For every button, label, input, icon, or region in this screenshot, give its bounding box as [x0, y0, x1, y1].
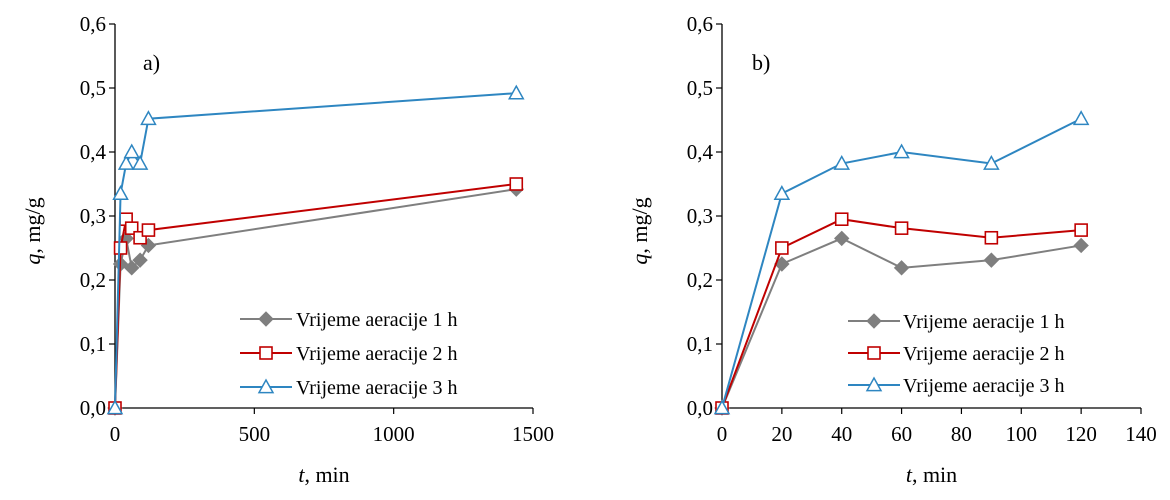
data-point-square: [894, 221, 909, 235]
legend-marker-triangle: [865, 376, 883, 392]
x-axis-label-unit: , min: [304, 462, 349, 487]
y-axis-label: q, mg/g: [627, 197, 652, 264]
series-2: [108, 177, 524, 415]
chart-panel-b: 0,0 0,1 0,2 0,3 0,4 0,5 0,6 0 20 40 60 80 100 120 140 t…: [627, 12, 1157, 487]
data-point-triangle: [140, 110, 157, 126]
panel-label: a): [143, 50, 160, 75]
data-point-square: [834, 212, 849, 226]
legend-entry-label: Vrijeme aeracije 2 h: [903, 343, 1064, 365]
x-tick-label: 1500: [512, 422, 554, 446]
data-point-square: [1074, 223, 1088, 237]
data-point-square: [113, 241, 128, 255]
legend-marker-triangle: [257, 378, 275, 394]
data-point-diamond: [983, 252, 1000, 268]
x-tick-label: 1000: [373, 422, 415, 446]
legend-entry-label: Vrijeme aeracije 1 h: [903, 311, 1064, 333]
data-point-triangle: [123, 143, 140, 159]
series-3: [106, 84, 525, 415]
legend-entry-label: Vrijeme aeracije 3 h: [903, 375, 1064, 397]
y-tick-label: 0,4: [80, 140, 107, 164]
x-axis-label-variable: t: [298, 462, 305, 487]
legend-entry-label: Vrijeme aeracije 2 h: [296, 343, 457, 365]
y-tick-label: 0,2: [687, 268, 713, 292]
x-tick-label: 0: [110, 422, 121, 446]
x-axis-label-unit: , min: [912, 462, 957, 487]
legend-marker-diamond: [258, 311, 274, 327]
x-tick-label: 40: [831, 422, 852, 446]
y-axis-label-unit: , mg/g: [627, 197, 652, 253]
legend: Vrijeme aeracije 1 h Vrijeme aeracije 2 h…: [240, 309, 457, 399]
data-point-triangle: [893, 143, 910, 159]
x-tick-label: 0: [717, 422, 728, 446]
data-point-square: [141, 223, 156, 237]
data-point-triangle: [106, 399, 124, 415]
data-point-triangle: [773, 185, 791, 200]
data-point-diamond: [893, 260, 910, 276]
series-line: [721, 117, 1082, 409]
x-axis-label: t, min: [906, 462, 957, 487]
data-point-square: [984, 230, 999, 245]
data-point-square: [775, 241, 789, 255]
data-point-triangle: [713, 399, 731, 415]
data-point-diamond: [1073, 237, 1089, 254]
y-tick-label: 0,4: [687, 140, 714, 164]
y-tick-label: 0,3: [80, 204, 106, 228]
series-line: [721, 237, 1082, 409]
y-tick-label: 0,6: [80, 12, 106, 36]
data-point-triangle: [131, 154, 149, 170]
x-tick-label: 100: [1006, 422, 1038, 446]
panel-label: b): [752, 50, 770, 75]
y-axis-label: q, mg/g: [20, 197, 45, 264]
y-tick-label: 0,1: [80, 332, 106, 356]
series-line: [114, 188, 517, 409]
x-tick-label: 80: [951, 422, 972, 446]
y-axis-label-unit: , mg/g: [20, 197, 45, 253]
data-point-diamond: [132, 252, 148, 268]
y-tick-label: 0,2: [80, 268, 106, 292]
data-point-triangle: [117, 154, 135, 170]
data-point-square: [509, 177, 524, 191]
y-tick-label: 0,0: [687, 396, 713, 420]
data-point-triangle: [112, 185, 129, 200]
y-tick-label: 0,3: [687, 204, 713, 228]
x-tick-label: 140: [1125, 422, 1157, 446]
data-point-diamond: [834, 230, 850, 247]
series-line: [721, 218, 1082, 409]
legend-marker-diamond: [866, 313, 882, 329]
x-axis-label: t, min: [298, 462, 349, 487]
data-point-triangle: [508, 84, 525, 100]
legend-marker-square: [867, 346, 881, 360]
y-tick-label: 0,5: [687, 76, 713, 100]
x-tick-label: 20: [771, 422, 792, 446]
y-tick-label: 0,1: [687, 332, 713, 356]
legend-entry-label: Vrijeme aeracije 1 h: [296, 309, 457, 331]
y-tick-label: 0,6: [687, 12, 713, 36]
x-tick-label: 60: [891, 422, 912, 446]
y-axis-label-variable: q: [20, 254, 45, 265]
data-point-diamond: [124, 260, 140, 276]
y-tick-label: 0,5: [80, 76, 106, 100]
y-axis-label-variable: q: [627, 254, 652, 265]
series-line: [114, 183, 517, 409]
series-3: [713, 110, 1090, 415]
x-axis-label-variable: t: [906, 462, 913, 487]
data-point-triangle: [983, 154, 1000, 170]
data-point-triangle: [1072, 110, 1090, 126]
y-tick-label: 0,0: [80, 396, 106, 420]
x-tick-label: 120: [1065, 422, 1097, 446]
x-tick-label: 500: [239, 422, 271, 446]
chart-panel-a: 0,0 0,1 0,2 0,3 0,4 0,5 0,6 0 500 1000 1500 t, min q…: [20, 12, 554, 487]
legend-marker-square: [259, 346, 273, 360]
legend-entry-label: Vrijeme aeracije 3 h: [296, 377, 457, 399]
data-point-triangle: [833, 154, 850, 170]
legend: Vrijeme aeracije 1 h Vrijeme aeracije 2 h…: [848, 311, 1064, 397]
